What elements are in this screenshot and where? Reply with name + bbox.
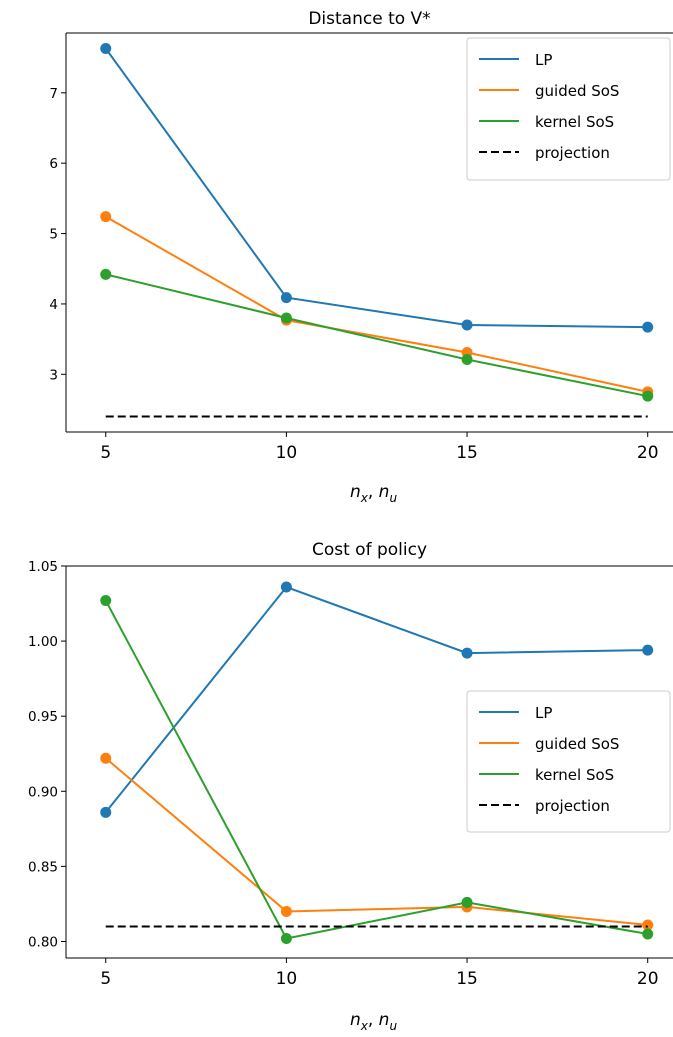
data-point-lp (100, 42, 112, 54)
data-point-lp (461, 319, 473, 331)
y-tick-label: 1.05 (28, 559, 58, 575)
y-tick-label: 0.85 (28, 859, 58, 875)
legend-label-guided-sos: guided SoS (535, 735, 619, 753)
x-tick-label: 15 (456, 969, 478, 989)
legend: LP guided SoS kernel SoS projection (466, 690, 671, 833)
data-point-kernel-sos (100, 268, 112, 280)
legend-label-lp: LP (535, 704, 552, 722)
x-tick-label: 20 (637, 443, 659, 463)
legend-label-projection: projection (535, 144, 610, 162)
series-line-kernel-sos (105, 273, 648, 398)
data-point-guided-sos (642, 919, 654, 931)
data-point-lp (642, 321, 654, 333)
series-line-kernel-sos (104, 600, 648, 940)
x-axis-label: nx, nu (350, 1010, 397, 1033)
series-line-guided-sos (105, 757, 648, 926)
legend-label-guided-sos: guided SoS (535, 82, 619, 100)
series-line-lp (104, 47, 648, 329)
legend-label-lp: LP (535, 51, 552, 69)
chart-cost-of-policy: Cost of policy 5 10 15 20 0.80 0.85 0.90 0.95 1.0… (28, 540, 673, 1033)
x-tick-label: 10 (276, 443, 298, 463)
legend-box (466, 37, 671, 181)
series-line-lp (104, 585, 648, 813)
data-point-lp (280, 292, 292, 304)
y-tick-label: 4 (49, 297, 58, 313)
y-tick-label: 0.95 (28, 709, 58, 725)
data-point-kernel-sos (642, 390, 654, 402)
data-point-guided-sos (100, 211, 112, 223)
x-tick-label: 20 (637, 969, 659, 989)
data-point-kernel-sos (642, 928, 654, 940)
y-tick-label: 0.90 (28, 784, 58, 800)
y-tick-label: 7 (49, 86, 58, 102)
data-point-guided-sos (100, 752, 112, 764)
y-tick-label: 5 (49, 227, 58, 243)
legend-box (466, 690, 671, 833)
legend-label-kernel-sos: kernel SoS (535, 766, 614, 784)
data-point-kernel-sos (461, 896, 473, 908)
x-tick-label: 10 (276, 969, 298, 989)
data-point-lp (100, 806, 112, 818)
chart-distance-to-v-star: Distance to V* 5 10 15 20 3 4 5 6 7 nx, nu LP guided… (49, 9, 673, 505)
legend: LP guided SoS kernel SoS projection (466, 37, 671, 181)
data-point-guided-sos (280, 905, 292, 917)
x-axis-label: nx, nu (350, 482, 397, 505)
chart-title: Cost of policy (312, 540, 427, 560)
data-point-kernel-sos (280, 312, 292, 324)
data-point-kernel-sos (280, 932, 292, 944)
legend-label-kernel-sos: kernel SoS (535, 113, 614, 131)
x-tick-label: 5 (100, 969, 111, 989)
data-point-lp (642, 644, 654, 656)
x-tick-label: 15 (456, 443, 478, 463)
data-point-kernel-sos (100, 595, 112, 607)
series-line-guided-sos (105, 215, 648, 393)
x-tick-label: 5 (100, 443, 111, 463)
legend-label-projection: projection (535, 797, 610, 815)
y-tick-label: 6 (49, 156, 58, 172)
data-point-lp (461, 647, 473, 659)
data-point-kernel-sos (461, 354, 473, 366)
data-point-lp (280, 581, 292, 593)
chart-title: Distance to V* (308, 9, 430, 29)
y-tick-label: 0.80 (28, 934, 58, 950)
y-tick-label: 3 (49, 367, 58, 383)
y-tick-label: 1.00 (28, 634, 58, 650)
